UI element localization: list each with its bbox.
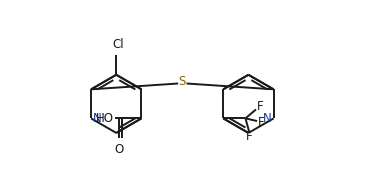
Text: Cl: Cl — [112, 38, 124, 51]
Text: N: N — [93, 112, 102, 125]
Text: N: N — [263, 112, 272, 125]
Text: F: F — [258, 116, 265, 129]
Text: F: F — [257, 100, 263, 113]
Text: HO: HO — [95, 112, 114, 125]
Text: F: F — [246, 130, 252, 143]
Text: O: O — [115, 143, 124, 156]
Text: S: S — [179, 75, 186, 88]
